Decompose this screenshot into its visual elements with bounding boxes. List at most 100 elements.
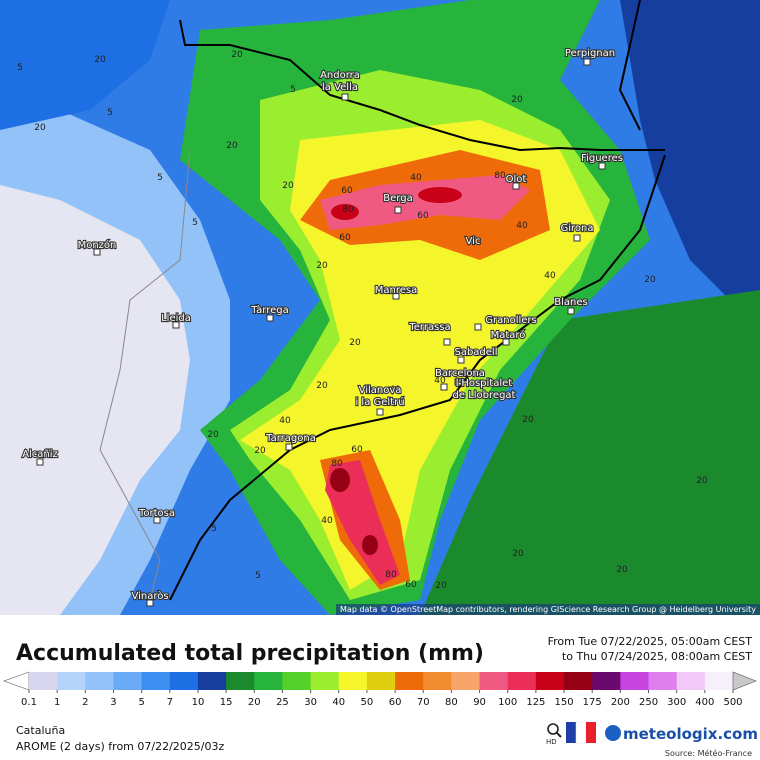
city-label-line: Vilanova bbox=[359, 385, 402, 396]
city-label: Monzón bbox=[78, 239, 117, 251]
legend-swatch bbox=[395, 672, 424, 690]
city-marker bbox=[36, 458, 44, 466]
attribution: Map data © OpenStreetMap contributors, r… bbox=[340, 605, 756, 614]
city-marker bbox=[443, 338, 451, 346]
contour-label: 60 bbox=[351, 445, 363, 455]
title: Accumulated total precipitation (mm) bbox=[16, 641, 484, 666]
blue-area bbox=[0, 0, 170, 130]
legend-swatch bbox=[254, 672, 283, 690]
legend-swatch bbox=[169, 672, 199, 690]
city-marker bbox=[469, 236, 477, 244]
zoom-hd[interactable]: HD bbox=[546, 723, 562, 746]
city-label: Olot bbox=[506, 174, 527, 185]
city-label-line: Monzón bbox=[78, 239, 117, 251]
legend-swatch bbox=[620, 672, 650, 690]
legend-swatch bbox=[564, 672, 593, 690]
legend-tick-label: 25 bbox=[276, 697, 289, 708]
legend-tick-label: 300 bbox=[667, 697, 686, 708]
city-marker bbox=[440, 383, 448, 391]
contour-label: 80 bbox=[331, 459, 343, 469]
legend-tick-label: 15 bbox=[220, 697, 233, 708]
legend-under bbox=[3, 671, 30, 691]
contour-label: 20 bbox=[254, 446, 266, 456]
flag-red bbox=[586, 722, 596, 743]
legend-tick-label: 150 bbox=[554, 697, 573, 708]
flag-france[interactable] bbox=[566, 721, 596, 744]
contour-label: 20 bbox=[282, 181, 294, 191]
legend-tick-label: 175 bbox=[583, 697, 602, 708]
city-marker bbox=[285, 443, 293, 451]
city-label: Girona bbox=[560, 223, 593, 234]
contour-label: 60 bbox=[341, 186, 353, 196]
contour-label: 5 bbox=[192, 218, 198, 228]
legend-swatch bbox=[479, 672, 509, 690]
city-label-line: Barcelona bbox=[435, 368, 485, 379]
sea-north bbox=[620, 0, 760, 330]
legend-swatch bbox=[592, 672, 621, 690]
city-marker bbox=[583, 58, 591, 66]
contour-label: 20 bbox=[522, 415, 534, 425]
city-label-line: Lleida bbox=[161, 313, 191, 324]
city-label-line: Granollers bbox=[485, 315, 536, 326]
city-label-line: Mataró bbox=[491, 329, 526, 341]
city-label-line: de Llobregat bbox=[453, 390, 516, 401]
contour-label: 40 bbox=[410, 173, 422, 183]
contour-label: 80 bbox=[342, 205, 354, 215]
city-label: l'Hospitalet de Llobregat bbox=[453, 378, 516, 401]
legend-swatch bbox=[141, 672, 171, 690]
legend-tick-label: 3 bbox=[110, 697, 116, 708]
city-label-line: Girona bbox=[560, 223, 593, 234]
city-label: Barcelona bbox=[435, 368, 485, 379]
city-marker bbox=[172, 321, 180, 329]
city-label-line: Tarragona bbox=[265, 433, 316, 444]
legend-swatch bbox=[310, 672, 340, 690]
city-label-line: l'Hospitalet bbox=[456, 378, 512, 389]
legend-tick-label: 90 bbox=[473, 697, 486, 708]
contour-label: 20 bbox=[696, 476, 708, 486]
city-label: Lleida bbox=[161, 313, 191, 324]
city-marker bbox=[512, 182, 520, 190]
red-area bbox=[418, 187, 462, 203]
map: Map data © OpenStreetMap contributors, r… bbox=[0, 0, 760, 615]
city-marker bbox=[567, 307, 575, 315]
contour-label: 20 bbox=[316, 261, 328, 271]
city-label-line: Vic bbox=[466, 236, 481, 247]
city-marker bbox=[474, 323, 482, 331]
city-marker bbox=[341, 93, 349, 101]
attribution-background bbox=[336, 604, 760, 615]
legend-swatch bbox=[282, 672, 312, 690]
contour-label: 20 bbox=[231, 50, 243, 60]
city-label: Tarragona bbox=[265, 433, 316, 444]
legend-tick-label: 50 bbox=[361, 697, 374, 708]
france-border bbox=[179, 19, 665, 152]
contour-label: 5 bbox=[211, 524, 217, 534]
city-marker bbox=[153, 516, 161, 524]
city-label: Perpignan bbox=[565, 48, 615, 59]
city-label: Sabadell bbox=[454, 347, 497, 358]
flag-blue bbox=[566, 722, 576, 743]
city-label: Tortosa bbox=[138, 508, 175, 519]
city-marker bbox=[266, 314, 274, 322]
contour-label: 20 bbox=[512, 549, 524, 559]
city-label-line: Berga bbox=[383, 193, 412, 204]
legend-tick-label: 10 bbox=[192, 697, 205, 708]
city-label-line: Alcañiz bbox=[22, 449, 58, 460]
legend-tick-label: 250 bbox=[639, 697, 658, 708]
city-label: Blanes bbox=[554, 297, 587, 308]
city-label-line: Vinaròs bbox=[131, 590, 168, 602]
city-marker bbox=[376, 408, 384, 416]
brand[interactable]: meteologix.com bbox=[623, 725, 758, 743]
legend-swatch bbox=[113, 672, 143, 690]
city-label: Alcañiz bbox=[22, 449, 58, 460]
city-marker bbox=[457, 356, 465, 364]
model: AROME (2 days) from 07/22/2025/03z bbox=[16, 740, 225, 753]
legend-swatch bbox=[676, 672, 706, 690]
city-label: Figueres bbox=[581, 153, 623, 164]
legend-tick-label: 125 bbox=[526, 697, 545, 708]
contour-label: 80 bbox=[385, 570, 397, 580]
city-marker bbox=[93, 248, 101, 256]
coastline bbox=[169, 154, 666, 601]
city-label-line: Tortosa bbox=[138, 508, 175, 519]
contour-label: 20 bbox=[616, 565, 628, 575]
